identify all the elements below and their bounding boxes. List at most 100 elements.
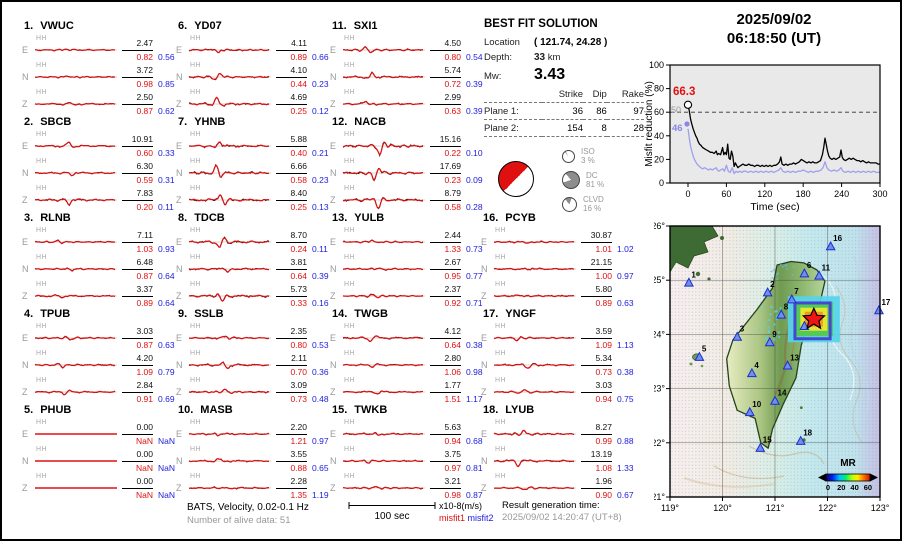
component-label: Z [481, 387, 487, 397]
misfit2-value: 0.23 [312, 78, 329, 89]
footer-bats-line: BATS, Velocity, 0.02-0.1 Hz [187, 502, 309, 513]
trace-values: 8.79 0.58 0.28 [430, 188, 485, 212]
trace-values: 6.66 0.58 0.23 [276, 161, 331, 185]
component-label: N [330, 168, 337, 178]
station-panel-pcyb: 16. PCYB E HH 30.87 1.01 1.02 N HH 21.15 1.00 0.97 Z… [481, 212, 637, 308]
waveform-plot [342, 267, 425, 271]
component-label: Z [22, 99, 28, 109]
component-label: N [481, 264, 488, 274]
component-label: N [330, 72, 337, 82]
trace-row-e: E HH 5.88 0.40 0.21 [176, 131, 332, 159]
waveform-plot [493, 459, 576, 468]
misfit1-value: 0.98 [444, 489, 461, 500]
station-marker-icon [782, 360, 793, 370]
component-label: Z [330, 291, 336, 301]
trace-row-e: E HH 8.70 0.24 0.11 [176, 227, 332, 255]
misfit1-value: 0.88 [290, 462, 307, 473]
misfit2-value: 0.38 [466, 339, 483, 350]
component-label: N [330, 456, 337, 466]
svg-text:24°: 24° [654, 329, 665, 339]
station-marker-icon [762, 287, 773, 297]
channel-label: HH [36, 323, 48, 330]
trace-values: 6.30 0.59 0.31 [122, 161, 177, 185]
misfit1-value: 0.80 [290, 339, 307, 350]
waveform-plot [34, 75, 117, 79]
trace-row-n: N HH 13.19 1.08 1.33 [481, 446, 637, 474]
misfit1-value: 0.80 [444, 51, 461, 62]
component-label: N [330, 360, 337, 370]
component-label: Z [22, 195, 28, 205]
channel-label: HH [495, 227, 507, 234]
trace-values: 2.80 1.06 0.98 [430, 353, 485, 377]
trace-values: 5.34 0.73 0.38 [581, 353, 636, 377]
station-panel-yulb: 13. YULB E HH 2.44 1.33 0.73 N HH 2.67 0.95 0.77 Z HH… [330, 212, 486, 308]
trace-values: 4.12 0.64 0.38 [430, 326, 485, 350]
misfit2-value: 0.75 [617, 393, 634, 404]
component-label: E [176, 237, 183, 247]
trace-values: 2.37 0.92 0.71 [430, 284, 485, 308]
waveform-plot [34, 335, 117, 341]
waveform-plot [188, 72, 271, 81]
result-time-value: 2025/09/02 14:20:47 (UT+8) [502, 512, 622, 523]
misfit1-value: 0.94 [595, 393, 612, 404]
station-marker-icon [795, 435, 806, 445]
waveform-plot [343, 485, 425, 490]
component-label: N [22, 360, 29, 370]
trace-values: 2.20 1.21 0.97 [276, 422, 331, 446]
svg-text:60: 60 [864, 483, 872, 492]
misfit1-value: NaN [135, 435, 153, 446]
station-marker-label: 13 [790, 353, 799, 362]
trace-values: 3.72 0.98 0.85 [122, 65, 177, 89]
station-header: 1. VWUC [24, 20, 74, 32]
misfit1-value: 0.40 [290, 147, 307, 158]
waveform-plot [342, 100, 425, 106]
station-header: 13. YULB [332, 212, 385, 224]
component-label: E [176, 429, 183, 439]
trace-values: 13.19 1.08 1.33 [581, 449, 636, 473]
amplitude-value: 5.73 [276, 284, 307, 297]
nodal-plane-table: Strike Dip Rake Plane 1: 36 86 97 Plane … [484, 86, 644, 137]
station-header: 17. YNGF [483, 308, 536, 320]
trace-row-n: N HH 21.15 1.00 0.97 [481, 254, 637, 282]
channel-label: HH [344, 158, 356, 165]
component-label: Z [176, 195, 182, 205]
svg-text:80: 80 [654, 84, 664, 94]
trace-values: 3.75 0.97 0.81 [430, 449, 485, 473]
trace-row-z: Z HH 3.03 0.94 0.75 [481, 377, 637, 405]
station-marker-label: 17 [881, 298, 890, 307]
misfit2-value: 1.13 [617, 339, 634, 350]
station-marker-icon [799, 320, 810, 330]
channel-label: HH [495, 323, 507, 330]
station-panel-masb: 10. MASB E HH 2.20 1.21 0.97 N HH 3.55 0.88 0.65 Z HH… [176, 404, 332, 500]
trace-values: 5.74 0.72 0.39 [430, 65, 485, 89]
amplitude-value: 2.35 [276, 326, 307, 339]
misfit1-value: 0.92 [444, 297, 461, 308]
svg-text:180: 180 [796, 189, 811, 199]
waveform-plot [493, 486, 576, 491]
trace-values: 2.47 0.82 0.56 [122, 38, 177, 62]
amplitude-value: 8.70 [276, 230, 307, 243]
channel-label: HH [190, 473, 202, 480]
misfit2-value: 0.81 [466, 462, 483, 473]
misfit2-value: 0.21 [312, 147, 329, 158]
waveform-plot [342, 167, 425, 182]
svg-text:60: 60 [654, 107, 664, 117]
svg-text:66.3: 66.3 [673, 86, 695, 98]
trace-row-e: E HH 2.44 1.33 0.73 [330, 227, 486, 255]
station-marker-label: 7 [794, 287, 799, 296]
station-header: 8. TDCB [178, 212, 225, 224]
trace-row-z: Z HH 3.09 0.73 0.48 [176, 377, 332, 405]
channel-label: HH [344, 281, 356, 288]
trace-row-z: Z HH 2.28 1.35 1.19 [176, 473, 332, 501]
svg-text:60: 60 [721, 189, 731, 199]
channel-label: HH [36, 89, 48, 96]
trace-row-n: N HH 4.20 1.09 0.79 [22, 350, 178, 378]
station-marker-label: 16 [833, 234, 842, 243]
svg-text:123°: 123° [871, 503, 890, 513]
waveform-plot [34, 363, 117, 369]
channel-label: HH [344, 473, 356, 480]
decomposition-dc: DC 81 % [562, 171, 604, 189]
component-label: Z [330, 387, 336, 397]
channel-label: HH [344, 323, 356, 330]
misfit2-value: 0.63 [617, 297, 634, 308]
